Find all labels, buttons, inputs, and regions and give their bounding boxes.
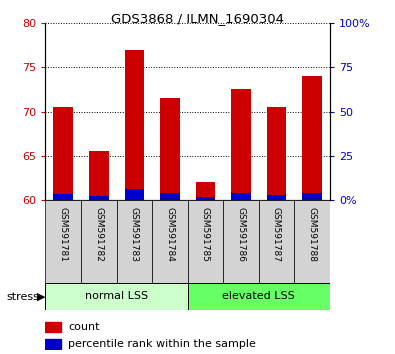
Text: stress: stress <box>6 292 39 302</box>
Bar <box>124 189 144 200</box>
Text: GSM591786: GSM591786 <box>237 207 245 262</box>
Bar <box>45 283 188 310</box>
Bar <box>45 339 61 349</box>
Bar <box>124 50 144 200</box>
Text: percentile rank within the sample: percentile rank within the sample <box>68 339 256 349</box>
Bar <box>53 107 73 200</box>
Text: GSM591785: GSM591785 <box>201 207 210 262</box>
Bar <box>267 195 286 200</box>
Bar <box>45 200 81 283</box>
Text: count: count <box>68 322 100 332</box>
Bar <box>302 76 322 200</box>
Bar <box>160 98 180 200</box>
Bar <box>152 200 188 283</box>
Bar <box>53 194 73 200</box>
Bar <box>259 200 294 283</box>
Bar <box>45 322 61 332</box>
Text: GSM591782: GSM591782 <box>94 207 103 262</box>
Bar <box>196 182 215 200</box>
Bar <box>117 200 152 283</box>
Bar <box>89 195 109 200</box>
Text: GSM591784: GSM591784 <box>166 207 174 262</box>
Text: ▶: ▶ <box>37 292 45 302</box>
Text: elevated LSS: elevated LSS <box>222 291 295 302</box>
Bar <box>89 152 109 200</box>
Bar <box>231 193 251 200</box>
Bar <box>294 200 330 283</box>
Text: GDS3868 / ILMN_1690304: GDS3868 / ILMN_1690304 <box>111 12 284 25</box>
Bar <box>223 200 259 283</box>
Text: GSM591788: GSM591788 <box>308 207 316 262</box>
Text: normal LSS: normal LSS <box>85 291 148 302</box>
Bar <box>302 193 322 200</box>
Bar <box>188 283 330 310</box>
Text: GSM591781: GSM591781 <box>59 207 68 262</box>
Bar <box>267 107 286 200</box>
Text: GSM591783: GSM591783 <box>130 207 139 262</box>
Bar <box>160 193 180 200</box>
Bar <box>188 200 223 283</box>
Bar <box>196 198 215 200</box>
Bar <box>231 89 251 200</box>
Bar <box>81 200 117 283</box>
Text: GSM591787: GSM591787 <box>272 207 281 262</box>
